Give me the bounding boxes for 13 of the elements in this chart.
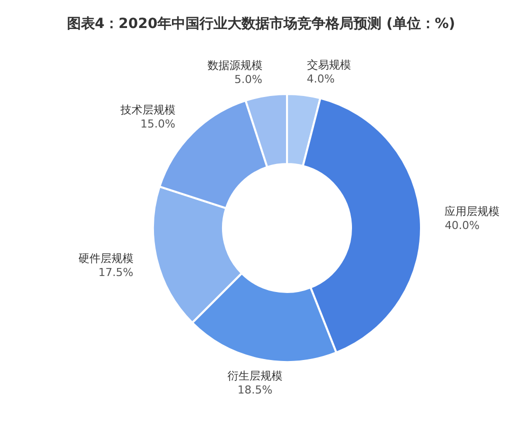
data-label: 40.0% (444, 219, 480, 232)
slice-label: 硬件层规模 (78, 252, 134, 265)
slice-label: 衍生层规模 (227, 370, 282, 383)
chart-title: 图表4：2020年中国行业大数据市场竞争格局预测 (单位：%) (66, 15, 456, 32)
data-label: 15.0% (140, 117, 176, 130)
slice-label: 应用层规模 (444, 205, 500, 218)
slice-label: 技术层规模 (119, 103, 176, 116)
slice-label: 交易规模 (306, 58, 351, 72)
data-label: 4.0% (306, 72, 335, 86)
slice-label: 数据源规模 (207, 58, 262, 72)
data-label: 5.0% (234, 72, 262, 86)
data-label: 17.5% (98, 266, 134, 279)
data-label: 18.5% (237, 384, 272, 397)
